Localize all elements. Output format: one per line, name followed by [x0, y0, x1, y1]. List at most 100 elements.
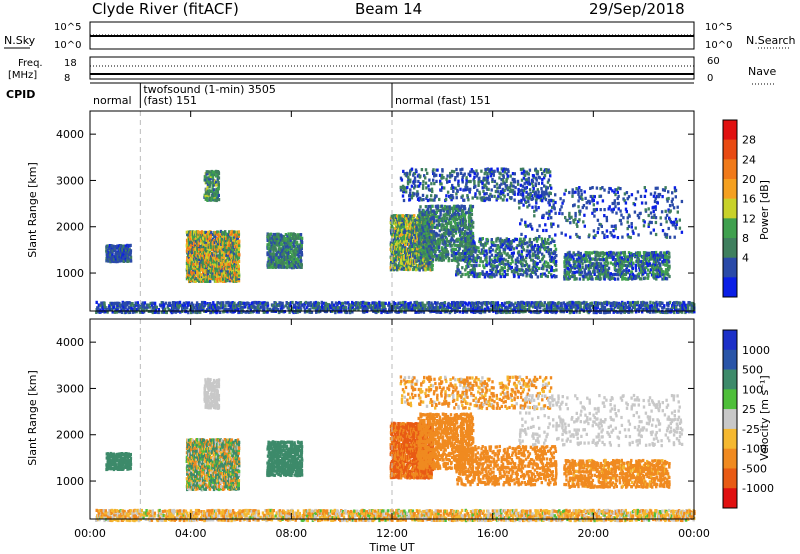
- data-cell: [266, 301, 269, 305]
- data-cell: [501, 310, 505, 314]
- data-cell: [481, 301, 484, 305]
- data-cell: [500, 306, 504, 310]
- data-cell: [547, 305, 550, 309]
- data-cell: [517, 301, 520, 305]
- data-cell: [351, 300, 354, 305]
- data-cell: [689, 302, 692, 306]
- data-cell: [456, 306, 460, 310]
- data-cell: [530, 303, 533, 307]
- data-cell: [659, 304, 662, 308]
- data-cell: [287, 232, 290, 236]
- data-cell: [403, 304, 406, 308]
- data-cell: [336, 307, 340, 311]
- data-cell: [434, 250, 437, 254]
- data-cell: [693, 310, 696, 314]
- data-cell: [387, 303, 390, 307]
- data-cell: [434, 301, 437, 306]
- data-cell: [535, 303, 538, 307]
- data-cell: [625, 305, 629, 309]
- data-cell: [275, 303, 278, 308]
- data-cell: [652, 301, 655, 305]
- data-cell: [521, 303, 524, 307]
- data-cell: [579, 305, 582, 309]
- freq-frame: [89, 56, 695, 80]
- data-cell: [447, 301, 450, 305]
- data-cell: [454, 306, 457, 310]
- data-cell: [458, 305, 461, 310]
- data-cell: [346, 310, 349, 314]
- data-cell: [225, 307, 228, 311]
- data-cell: [671, 304, 674, 308]
- data-cell: [315, 305, 319, 309]
- data-cell: [200, 300, 204, 305]
- data-cell: [632, 300, 635, 305]
- data-cell: [408, 307, 411, 311]
- data-cell: [472, 221, 475, 225]
- data-cell: [521, 306, 524, 310]
- data-cell: [111, 252, 114, 257]
- data-cell: [196, 303, 200, 308]
- data-cell: [634, 310, 638, 314]
- data-cell: [399, 185, 402, 189]
- data-cell: [212, 301, 215, 305]
- data-cell: [302, 305, 305, 309]
- data-cell: [433, 306, 436, 310]
- data-cell: [424, 303, 427, 307]
- data-cell: [688, 310, 691, 314]
- data-cell: [593, 303, 596, 307]
- data-cell: [560, 301, 563, 305]
- data-cell: [119, 251, 122, 255]
- data-cell: [647, 310, 650, 314]
- data-cell: [390, 310, 393, 314]
- data-cell: [521, 308, 524, 312]
- data-cell: [487, 306, 490, 310]
- data-cell: [576, 306, 579, 310]
- data-cell: [237, 307, 240, 311]
- data-cell: [470, 212, 474, 216]
- data-cell: [143, 301, 147, 305]
- data-cell: [192, 308, 195, 312]
- data-cell: [470, 208, 473, 213]
- data-cell: [604, 300, 607, 304]
- data-cell: [317, 302, 321, 306]
- data-cell: [187, 311, 190, 315]
- data-cell: [206, 302, 209, 306]
- data-cell: [208, 306, 212, 310]
- data-cell: [615, 301, 619, 305]
- data-cell: [242, 310, 245, 314]
- data-cell: [501, 308, 504, 312]
- data-cell: [670, 308, 674, 312]
- data-cell: [120, 244, 123, 248]
- data-cell: [623, 310, 626, 314]
- data-cell: [394, 305, 397, 309]
- data-cell: [207, 303, 211, 307]
- data-cell: [224, 304, 227, 308]
- data-cell: [539, 306, 542, 310]
- data-cell: [124, 304, 127, 308]
- data-cell: [593, 301, 596, 305]
- data-cell: [143, 306, 147, 310]
- data-cell: [474, 310, 477, 314]
- data-cell: [549, 301, 552, 305]
- data-cell: [95, 310, 98, 314]
- data-cell: [446, 250, 449, 254]
- data-cell: [404, 305, 407, 309]
- data-cell: [107, 257, 110, 261]
- data-cell: [420, 308, 423, 312]
- data-cell: [124, 301, 127, 305]
- data-cell: [305, 306, 308, 310]
- data-cell: [506, 306, 509, 310]
- data-cell: [650, 304, 654, 308]
- data-cell: [405, 307, 408, 312]
- data-cell: [263, 301, 266, 305]
- data-cell: [174, 310, 178, 314]
- data-cell: [502, 303, 506, 307]
- data-cell: [287, 302, 291, 306]
- data-cell: [470, 306, 473, 310]
- data-cell: [135, 310, 138, 314]
- data-cell: [655, 300, 658, 304]
- data-cell: [628, 305, 632, 309]
- data-cell: [378, 305, 381, 310]
- data-cell: [129, 308, 133, 312]
- data-cell: [284, 304, 288, 308]
